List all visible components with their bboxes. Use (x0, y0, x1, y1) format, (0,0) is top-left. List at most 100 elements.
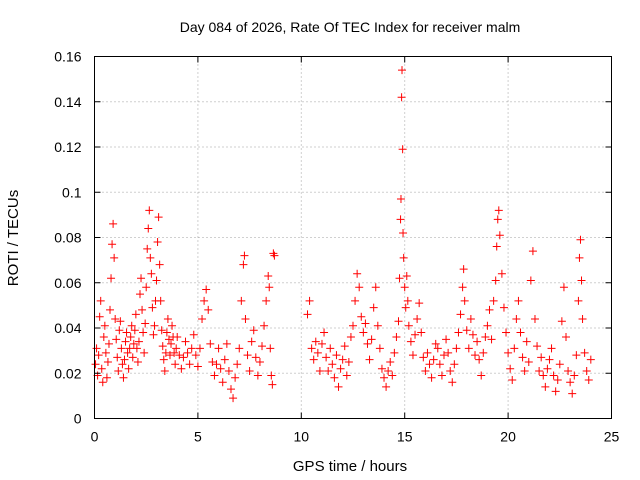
data-point (168, 321, 177, 330)
data-point (446, 366, 455, 375)
data-point (359, 328, 368, 337)
data-point (255, 357, 264, 366)
data-point (179, 353, 188, 362)
x-tick-labels: 0 5 10 15 20 25 (91, 429, 620, 445)
data-point (380, 373, 389, 382)
data-point (495, 231, 504, 240)
x-tick-label: 20 (500, 429, 516, 445)
data-point (398, 145, 407, 154)
axis-ticks (94, 56, 612, 419)
data-point (338, 355, 347, 364)
data-point (260, 321, 269, 330)
data-point (582, 366, 591, 375)
data-point (572, 351, 581, 360)
y-tick-labels: 0 0.02 0.04 0.06 0.08 0.1 0.12 0.14 0.16 (54, 49, 81, 427)
data-point (204, 305, 213, 314)
data-point (384, 366, 393, 375)
y-tick-label: 0.02 (54, 365, 81, 381)
x-tick-label: 15 (397, 429, 413, 445)
data-point (502, 328, 511, 337)
data-point (130, 326, 139, 335)
data-point (564, 366, 573, 375)
data-point (214, 344, 223, 353)
data-point (530, 314, 539, 323)
data-point (395, 274, 404, 283)
data-point (326, 344, 335, 353)
data-point (580, 348, 589, 357)
data-point (144, 224, 153, 233)
data-point (97, 364, 106, 373)
data-point (489, 296, 498, 305)
data-point (210, 371, 219, 380)
data-point (226, 385, 235, 394)
data-point (268, 380, 277, 389)
x-axis-label: GPS time / hours (293, 458, 407, 475)
data-point (479, 348, 488, 357)
y-tick-label: 0.12 (54, 139, 81, 155)
data-point (158, 342, 167, 351)
data-point (423, 348, 432, 357)
data-point (401, 303, 410, 312)
data-point (522, 337, 531, 346)
data-point (183, 348, 192, 357)
data-point (382, 382, 391, 391)
data-point (462, 326, 471, 335)
data-point (336, 364, 345, 373)
data-point (265, 283, 274, 292)
data-point (406, 337, 415, 346)
data-point (373, 321, 382, 330)
data-point (388, 371, 397, 380)
data-point (494, 206, 503, 215)
data-point (396, 215, 405, 224)
data-point (123, 348, 132, 357)
y-tick-label: 0.06 (54, 275, 81, 291)
data-points (91, 66, 595, 403)
data-point (99, 333, 108, 342)
data-point (267, 371, 276, 380)
data-point (195, 344, 204, 353)
data-point (417, 328, 426, 337)
data-point (357, 312, 366, 321)
data-point (456, 310, 465, 319)
data-point (584, 376, 593, 385)
data-point (408, 351, 417, 360)
data-point (222, 339, 231, 348)
y-tick-label: 0.08 (54, 230, 81, 246)
data-point (239, 260, 248, 269)
data-point (553, 376, 562, 385)
data-point (177, 364, 186, 373)
data-point (497, 269, 506, 278)
data-point (394, 317, 403, 326)
data-point (541, 382, 550, 391)
data-point (402, 271, 411, 280)
data-point (499, 303, 508, 312)
data-point (574, 296, 583, 305)
y-tick-label: 0 (74, 411, 82, 427)
data-point (578, 314, 587, 323)
data-point (504, 348, 513, 357)
data-point (369, 303, 378, 312)
data-point (124, 364, 133, 373)
data-point (111, 314, 120, 323)
data-point (108, 240, 117, 249)
data-point (404, 321, 413, 330)
data-point (475, 355, 484, 364)
data-point (100, 321, 109, 330)
data-point (508, 376, 517, 385)
data-point (202, 285, 211, 294)
data-point (101, 348, 110, 357)
data-point (444, 348, 453, 357)
data-point (586, 355, 595, 364)
data-point (491, 276, 500, 285)
data-point (400, 283, 409, 292)
data-point (425, 360, 434, 369)
data-point (170, 348, 179, 357)
data-point (237, 296, 246, 305)
data-point (346, 333, 355, 342)
data-point (164, 335, 173, 344)
data-point (249, 326, 258, 335)
data-point (452, 344, 461, 353)
data-point (134, 337, 143, 346)
